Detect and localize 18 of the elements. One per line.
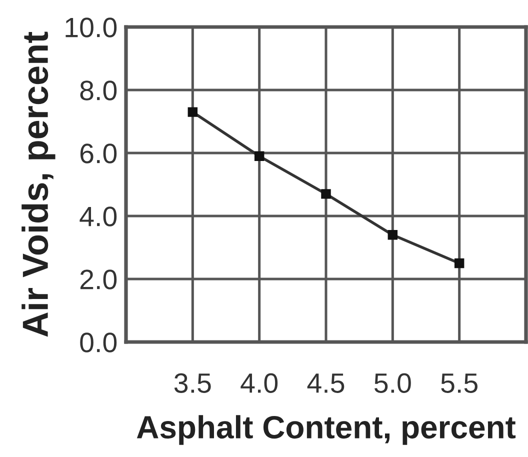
y-tick-label: 2.0: [80, 270, 117, 290]
y-tick-label: 10.0: [66, 18, 117, 38]
x-tick-label: 4.5: [307, 374, 344, 393]
point: [454, 258, 464, 268]
point: [321, 189, 331, 199]
point: [388, 230, 398, 240]
point: [188, 107, 198, 117]
x-tick-label: 5.0: [374, 373, 411, 393]
point: [254, 151, 264, 162]
y-tick-label: 4.0: [80, 206, 117, 226]
y-axis-title: Air Voids, percent: [22, 32, 56, 337]
x-axis-title: Asphalt Content, percent: [136, 415, 516, 445]
y-tick-label: 6.0: [80, 144, 117, 164]
x-tick-label: 5.5: [441, 374, 478, 393]
y-tick-label: 8.0: [80, 80, 117, 100]
x-tick-label: 3.5: [174, 373, 211, 393]
x-tick-label: 4.0: [240, 373, 278, 393]
y-tick-label: 0.0: [80, 332, 117, 352]
